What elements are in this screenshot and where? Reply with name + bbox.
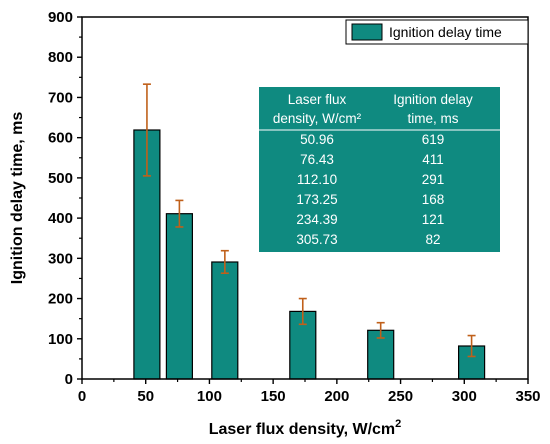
x-axis-title: Laser flux density, W/cm2 <box>209 418 402 438</box>
table-header-col1-line1: Laser flux <box>288 92 347 107</box>
legend: Ignition delay time <box>345 19 529 45</box>
x-tick-label: 300 <box>452 388 477 405</box>
table-row: 173.25 168 <box>296 192 444 207</box>
x-tick-label: 350 <box>515 388 540 405</box>
table-cell-flux: 173.25 <box>296 192 337 207</box>
y-tick-label: 700 <box>48 89 73 106</box>
table-cell-flux: 76.43 <box>300 152 334 167</box>
legend-label: Ignition delay time <box>389 24 502 40</box>
error-bar <box>376 321 385 339</box>
error-bar <box>142 83 151 177</box>
table-header-col2-line2: time, ms <box>407 111 458 126</box>
table-cell-delay: 411 <box>422 152 444 167</box>
y-tick-label: 100 <box>48 331 73 348</box>
x-tick-label: 0 <box>78 388 86 405</box>
x-tick-label: 100 <box>197 388 222 405</box>
table-cell-delay: 121 <box>422 212 445 227</box>
table-header-col1-line2: density, W/cm² <box>273 111 362 126</box>
table-row: 50.96 619 <box>300 132 444 147</box>
table-cell-delay: 619 <box>422 132 445 147</box>
table-cell-flux: 112.10 <box>297 172 337 187</box>
table-row: 305.73 82 <box>296 232 440 247</box>
error-bar <box>220 249 229 275</box>
table-row: 76.43 411 <box>300 152 444 167</box>
error-bars-layer <box>142 83 476 358</box>
y-tick-label: 400 <box>48 210 73 227</box>
bar <box>289 310 317 380</box>
y-axis-title: Ignition delay time, ms <box>9 112 26 285</box>
y-tick-label: 200 <box>48 291 73 308</box>
x-axis-title-superscript: 2 <box>395 418 401 430</box>
y-tick-label: 500 <box>48 170 73 187</box>
y-tick-label: 0 <box>65 371 73 388</box>
x-tick-label: 250 <box>388 388 413 405</box>
bar <box>211 261 239 380</box>
table-cell-flux: 305.73 <box>296 232 337 247</box>
table-row: 234.39 121 <box>296 212 444 227</box>
x-tick-label: 50 <box>137 388 154 405</box>
table-cell-delay: 82 <box>425 232 440 247</box>
legend-swatch <box>351 23 383 41</box>
y-tick-label: 900 <box>48 9 73 26</box>
x-tick-label: 150 <box>261 388 286 405</box>
x-axis-title-text: Laser flux density, W/cm <box>209 421 395 438</box>
table-header-col2-line1: Ignition delay <box>393 92 473 107</box>
x-tick-label: 200 <box>324 388 349 405</box>
x-axis-ticks: 0 50 100 150 200 250 300 350 <box>78 379 541 405</box>
error-bar <box>467 334 476 358</box>
y-tick-label: 600 <box>48 130 73 147</box>
table-cell-delay: 291 <box>422 172 445 187</box>
table-cell-flux: 50.96 <box>300 132 334 147</box>
table-cell-delay: 168 <box>422 192 445 207</box>
y-tick-label: 800 <box>48 49 73 66</box>
table-rows: 50.96 619 76.43 411 112.10 291 173.25 168 234.39… <box>296 132 444 247</box>
error-bar <box>298 297 307 326</box>
y-axis-ticks: 0 100 200 300 400 500 600 700 800 900 <box>48 9 82 388</box>
table-background <box>259 87 500 252</box>
error-bar <box>175 199 184 228</box>
data-table: Laser flux density, W/cm² Ignition delay… <box>259 87 500 252</box>
bar <box>165 213 193 380</box>
y-tick-label: 300 <box>48 250 73 267</box>
table-row: 112.10 291 <box>297 172 444 187</box>
table-cell-flux: 234.39 <box>296 212 337 227</box>
